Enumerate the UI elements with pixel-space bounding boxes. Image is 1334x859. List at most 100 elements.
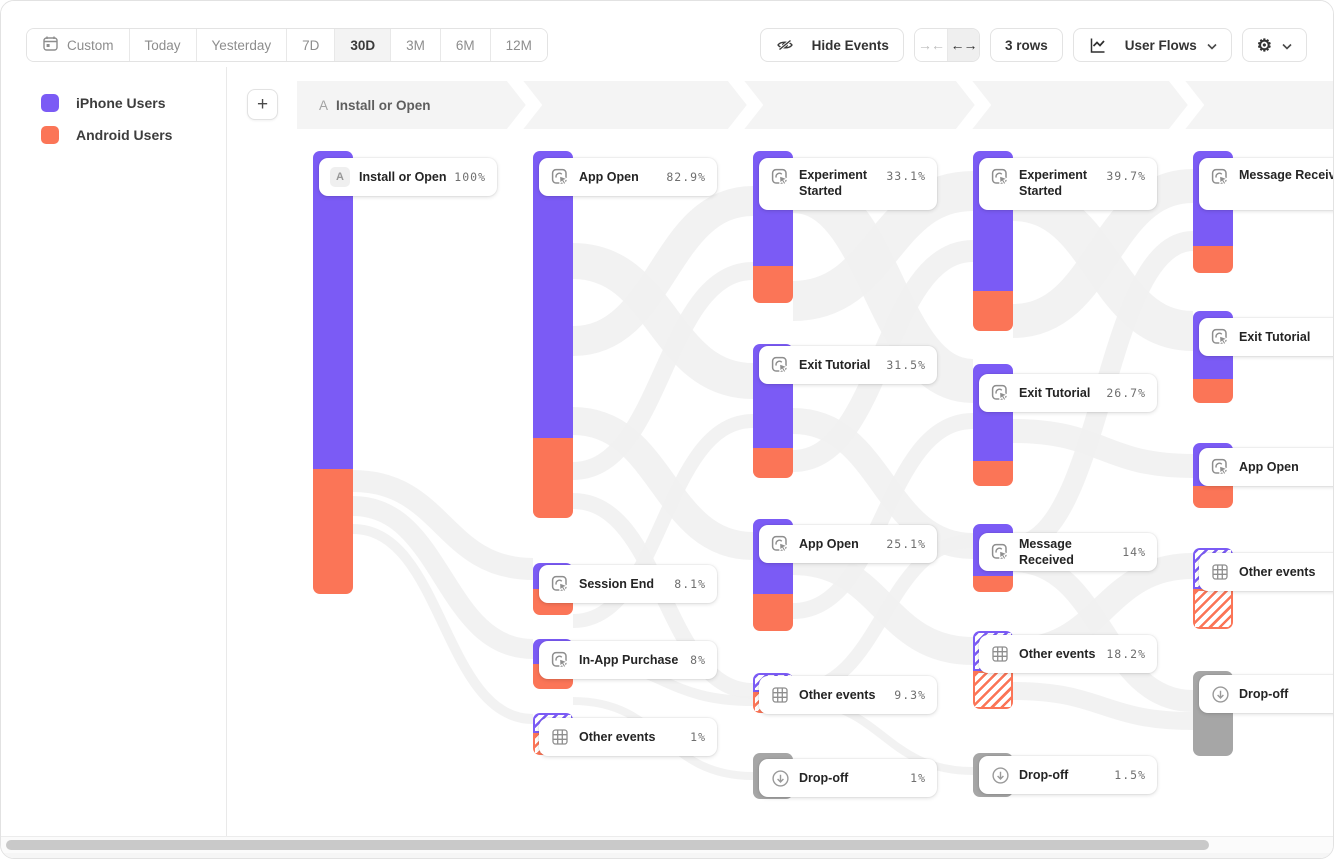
step-letter: A bbox=[319, 97, 329, 113]
settings-dropdown-button[interactable]: ⚙ bbox=[1241, 28, 1307, 62]
flow-node-bar[interactable] bbox=[313, 151, 353, 594]
node-percent: 1.5% bbox=[1114, 768, 1146, 782]
node-percent: 25.1% bbox=[886, 537, 926, 551]
node-percent: 39.7% bbox=[1106, 169, 1146, 183]
node-title: App Open bbox=[579, 169, 639, 184]
grid-icon bbox=[770, 685, 790, 705]
node-title: Drop-off bbox=[1019, 767, 1069, 782]
node-percent: 14% bbox=[1122, 545, 1146, 559]
series-legend: iPhone Users Android Users bbox=[41, 94, 172, 144]
step-header-band[interactable]: A Install or Open bbox=[297, 81, 1333, 129]
flow-node-card[interactable]: Drop-off 1% bbox=[759, 759, 937, 797]
letter-badge: A bbox=[330, 167, 350, 187]
node-title: Exit Tutorial bbox=[1019, 385, 1091, 400]
flow-node-card[interactable]: Message Received 14% bbox=[979, 533, 1157, 571]
view-selector-button[interactable]: User Flows bbox=[1072, 28, 1232, 62]
legend-swatch bbox=[41, 94, 59, 112]
flow-node-card[interactable]: Experiment Started 33.1% bbox=[759, 158, 937, 210]
flow-node-card[interactable]: Other events 9.3% bbox=[759, 676, 937, 714]
event-icon bbox=[990, 542, 1010, 562]
legend-swatch bbox=[41, 126, 59, 144]
node-percent: 26.7% bbox=[1106, 386, 1146, 400]
event-icon bbox=[1210, 167, 1230, 187]
node-percent: 100% bbox=[454, 170, 486, 184]
legend-label: Android Users bbox=[76, 127, 173, 143]
node-title: Drop-off bbox=[1239, 686, 1289, 701]
flow-node-card[interactable]: In-App Purchase 8% bbox=[539, 641, 717, 679]
grid-icon bbox=[550, 727, 570, 747]
step-name: Install or Open bbox=[336, 97, 431, 113]
flow-node-card[interactable]: Drop-off bbox=[1199, 675, 1333, 713]
collapse-expand-toggle: →← ←→ bbox=[913, 28, 980, 62]
legend-label: iPhone Users bbox=[76, 95, 166, 111]
grid-icon bbox=[1210, 562, 1230, 582]
date-range-label: Yesterday bbox=[211, 37, 272, 53]
node-percent: 1% bbox=[910, 771, 926, 785]
node-title: Drop-off bbox=[799, 770, 849, 785]
flow-node-card[interactable]: Other events bbox=[1199, 553, 1333, 591]
chevron-down-icon bbox=[1207, 38, 1217, 53]
flow-node-card[interactable]: Other events 18.2% bbox=[979, 635, 1157, 673]
node-title: Message Received bbox=[1019, 536, 1074, 567]
calendar-icon bbox=[42, 35, 59, 55]
flow-node-card[interactable]: Drop-off 1.5% bbox=[979, 756, 1157, 794]
toolbar-right-group: Hide Events →← ←→ 3 rows User Flows bbox=[759, 28, 1307, 62]
node-percent: 31.5% bbox=[886, 358, 926, 372]
node-percent: 33.1% bbox=[886, 169, 926, 183]
event-icon bbox=[550, 650, 570, 670]
gear-icon: ⚙ bbox=[1256, 35, 1272, 55]
flow-node-card[interactable]: Exit Tutorial bbox=[1199, 318, 1333, 356]
hide-events-button[interactable]: Hide Events bbox=[759, 28, 904, 62]
date-range-6m[interactable]: 6M bbox=[440, 29, 491, 61]
date-range-label: 30D bbox=[350, 37, 376, 53]
legend-item[interactable]: Android Users bbox=[41, 126, 172, 144]
flow-node-card[interactable]: Message Received bbox=[1199, 158, 1333, 210]
date-range-selector: Custom Today Yesterday 7D 30D 3M 6M 12M bbox=[26, 28, 548, 62]
event-icon bbox=[550, 167, 570, 187]
flow-node-card[interactable]: Exit Tutorial 31.5% bbox=[759, 346, 937, 384]
date-range-30d[interactable]: 30D bbox=[335, 29, 392, 61]
view-selector-label: User Flows bbox=[1124, 37, 1197, 53]
date-range-custom[interactable]: Custom bbox=[27, 29, 130, 61]
hide-events-label: Hide Events bbox=[811, 37, 889, 53]
scrollbar-thumb[interactable] bbox=[6, 840, 1209, 850]
flow-node-card[interactable]: Exit Tutorial 26.7% bbox=[979, 374, 1157, 412]
flow-node-card[interactable]: A Install or Open 100% bbox=[319, 158, 497, 196]
node-percent: 8% bbox=[690, 653, 706, 667]
flow-node-card[interactable]: Other events 1% bbox=[539, 718, 717, 756]
node-title: Other events bbox=[579, 729, 656, 744]
node-percent: 18.2% bbox=[1106, 647, 1146, 661]
flow-node-bar[interactable] bbox=[533, 151, 573, 518]
flow-chart-icon bbox=[1088, 35, 1108, 55]
node-percent: 9.3% bbox=[894, 688, 926, 702]
toolbar: Custom Today Yesterday 7D 30D 3M 6M 12M Hide Ev… bbox=[1, 1, 1333, 67]
date-range-7d[interactable]: 7D bbox=[287, 29, 336, 61]
node-title: Other events bbox=[1019, 646, 1096, 661]
grid-icon bbox=[990, 644, 1010, 664]
event-icon bbox=[550, 574, 570, 594]
node-title: Other events bbox=[799, 687, 876, 702]
date-range-today[interactable]: Today bbox=[129, 29, 197, 61]
date-range-12m[interactable]: 12M bbox=[490, 29, 547, 61]
horizontal-scrollbar[interactable] bbox=[1, 836, 1333, 853]
step-chevron-icons bbox=[506, 81, 1205, 129]
date-range-label: 7D bbox=[302, 37, 320, 53]
date-range-yesterday[interactable]: Yesterday bbox=[196, 29, 288, 61]
event-icon bbox=[770, 355, 790, 375]
flow-node-card[interactable]: Experiment Started 39.7% bbox=[979, 158, 1157, 210]
node-percent: 8.1% bbox=[674, 577, 706, 591]
node-title: App Open bbox=[799, 536, 859, 551]
flow-node-card[interactable]: App Open 25.1% bbox=[759, 525, 937, 563]
dropoff-icon bbox=[990, 765, 1010, 785]
node-title: In-App Purchase bbox=[579, 652, 679, 667]
rows-button[interactable]: 3 rows bbox=[989, 28, 1063, 62]
collapse-columns-button[interactable]: →← bbox=[914, 29, 947, 61]
flow-node-card[interactable]: App Open bbox=[1199, 448, 1333, 486]
expand-columns-button[interactable]: ←→ bbox=[946, 29, 979, 61]
add-step-button[interactable]: + bbox=[247, 89, 278, 120]
legend-item[interactable]: iPhone Users bbox=[41, 94, 172, 112]
flow-node-card[interactable]: Session End 8.1% bbox=[539, 565, 717, 603]
flow-node-card[interactable]: App Open 82.9% bbox=[539, 158, 717, 196]
node-title: Session End bbox=[579, 576, 655, 591]
date-range-3m[interactable]: 3M bbox=[391, 29, 441, 61]
